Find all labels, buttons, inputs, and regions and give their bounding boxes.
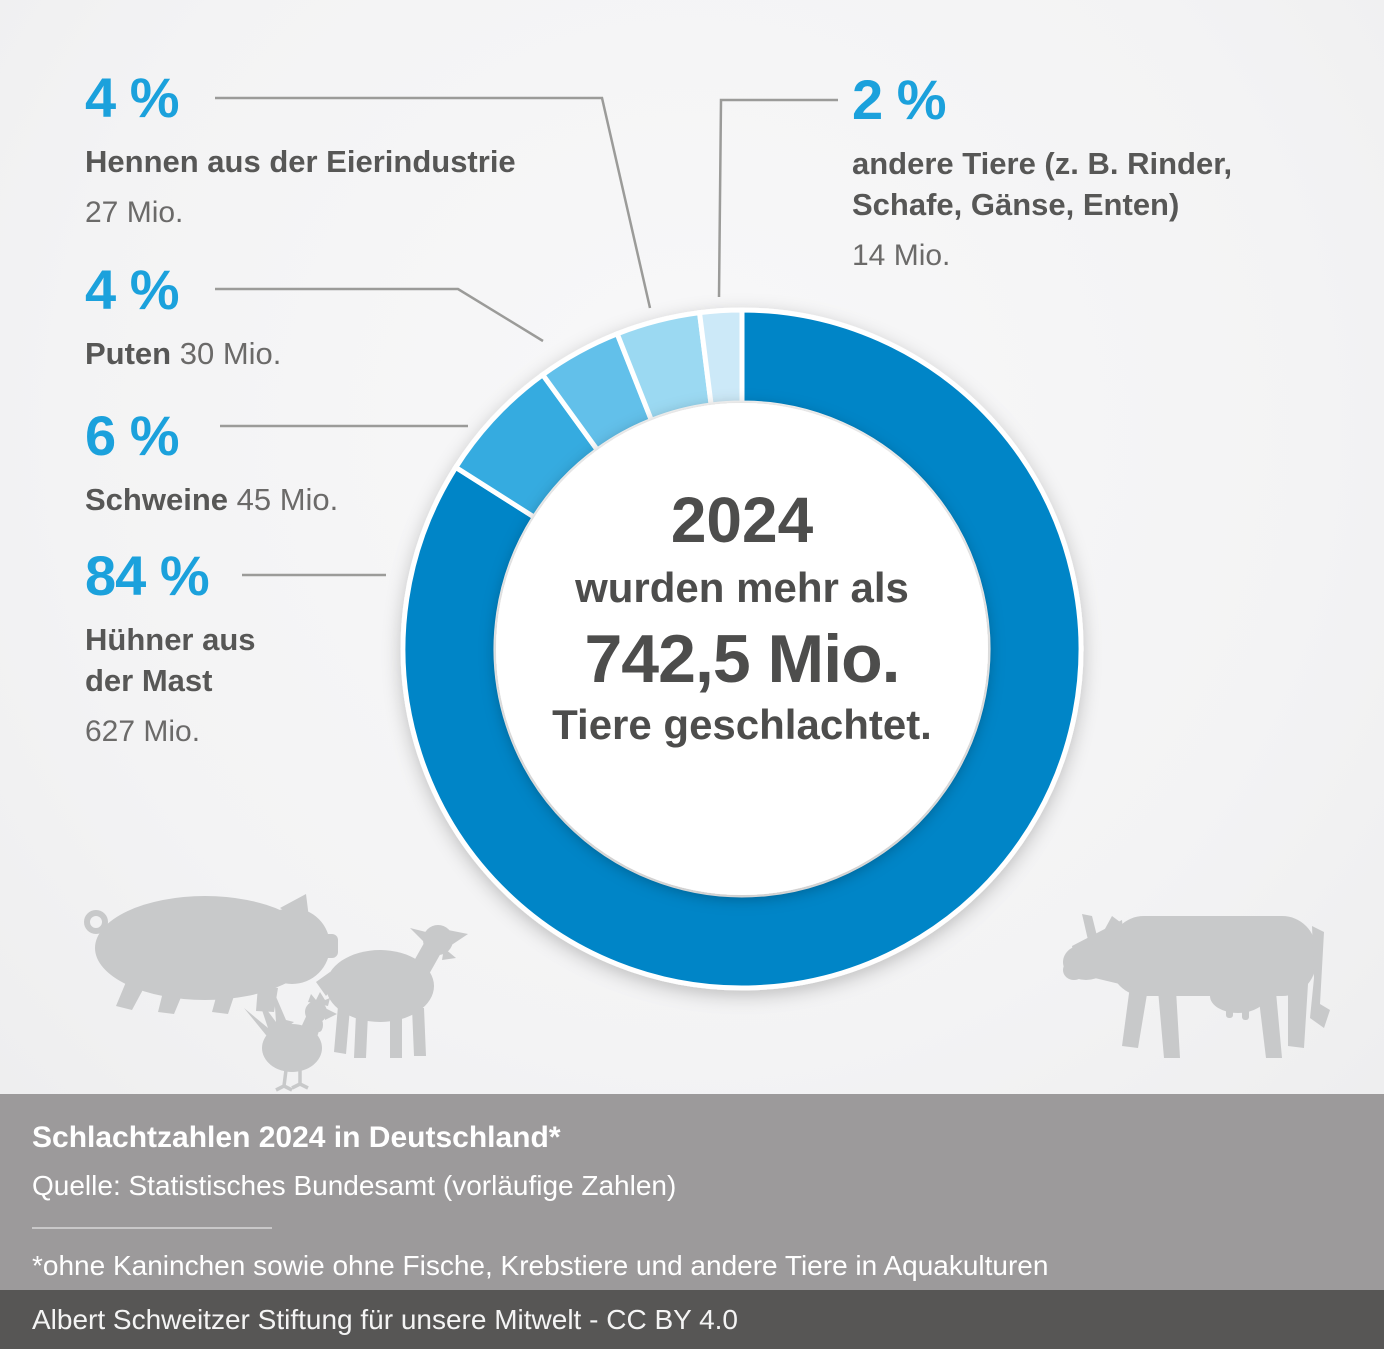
center-line-end: Tiere geschlachtet. (552, 700, 932, 748)
pig-silhouette-icon (84, 894, 338, 1014)
donut-chart (84, 96, 1330, 1092)
leader-line-puten (215, 287, 544, 343)
leader-line-hennen (215, 96, 652, 309)
chart-title: Schlachtzahlen 2024 in Deutschland* (32, 1121, 561, 1154)
animal-silhouettes (84, 894, 1330, 1092)
source-line: Quelle: Statistisches Bundesamt (vorläuf… (32, 1170, 677, 1201)
callout-andere-value: 14 Mio. (852, 238, 951, 272)
donut-hole (496, 403, 988, 895)
callout-hennen-value: 27 Mio. (85, 195, 184, 229)
callout-schweine-name: Schweine 45 Mio. (85, 480, 338, 521)
leader-line-andere (717, 98, 838, 298)
callout-hennen-pct: 4 % (85, 66, 179, 129)
callout-huehner-pct: 84 % (85, 544, 210, 607)
callout-andere-name: andere Tiere (z. B. Rinder, Schafe, Gänse… (852, 144, 1232, 226)
callout-schweine-value: 45 Mio. (236, 482, 339, 517)
callout-huehner-label-2: der Mast (85, 662, 213, 698)
callout-andere-label-1: andere Tiere (z. B. Rinder, (852, 146, 1233, 181)
callout-huehner-label-1: Hühner aus (85, 622, 256, 657)
callout-andere-label-2: Schafe, Gänse, Enten) (852, 186, 1180, 222)
callout-andere: 2 % andere Tiere (z. B. Rinder, Schafe, G… (852, 72, 1232, 275)
callout-andere-pct: 2 % (852, 68, 947, 131)
callout-puten-name: Puten 30 Mio. (85, 334, 281, 375)
callout-schweine: 6 % Schweine 45 Mio. (85, 408, 338, 521)
callout-puten-pct: 4 % (85, 258, 180, 321)
footer-divider (32, 1226, 272, 1229)
credit-text: Albert Schweitzer Stiftung für unsere Mi… (32, 1304, 738, 1335)
center-year: 2024 (670, 484, 814, 556)
center-total: 742,5 Mio. (584, 621, 900, 698)
callout-huehner-value: 627 Mio. (85, 714, 201, 748)
lamb-silhouette-icon (316, 925, 468, 1058)
callout-huehner: 84 % Hühner aus der Mast 627 Mio. (85, 548, 256, 751)
chicken-silhouette-icon (244, 992, 337, 1092)
credit-band: Albert Schweitzer Stiftung für unsere Mi… (0, 1290, 1384, 1349)
callout-puten-value: 30 Mio. (179, 336, 282, 371)
callout-schweine-label: Schweine (85, 482, 228, 517)
center-line: wurden mehr als (575, 564, 909, 611)
callout-huehner-name: Hühner aus der Mast (85, 620, 256, 702)
callout-hennen-name: Hennen aus der Eierindustrie (85, 144, 516, 179)
footer-info-band: Schlachtzahlen 2024 in Deutschland* Quel… (0, 1094, 1384, 1290)
footnote: *ohne Kaninchen sowie ohne Fische, Krebs… (32, 1249, 1049, 1281)
callout-hennen: 4 % Hennen aus der Eierindustrie 27 Mio. (85, 70, 516, 232)
callout-schweine-pct: 6 % (85, 404, 180, 467)
callout-puten: 4 % Puten 30 Mio. (85, 262, 281, 375)
donut-center-text: 2024 wurden mehr als 742,5 Mio. Tiere ge… (512, 488, 972, 748)
cow-silhouette-icon (1063, 914, 1330, 1058)
callout-puten-label: Puten (85, 336, 172, 371)
leader-lines (215, 96, 838, 577)
